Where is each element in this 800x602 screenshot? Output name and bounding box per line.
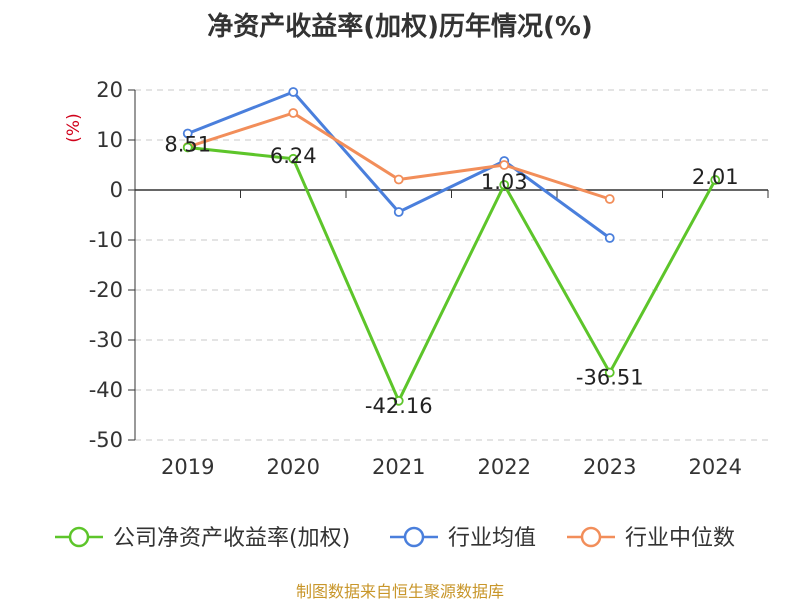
- y-tick-label: 0: [110, 178, 123, 202]
- x-tick-label: 2024: [689, 455, 742, 479]
- data-point: [288, 87, 299, 97]
- series-line: [187, 145, 717, 403]
- x-tick-label: 2022: [478, 455, 531, 479]
- data-point: [288, 153, 299, 164]
- legend-label: 公司净资产收益率(加权): [113, 526, 350, 551]
- x-tick-label: 2021: [372, 455, 425, 479]
- data-point: [604, 367, 615, 378]
- x-tick-label: 2019: [161, 455, 214, 479]
- axes: 20 10 0 -10 -20 -30 -40 -50 (%) 2019 2020 2021 2022 2…: [64, 78, 769, 479]
- data-point: [182, 142, 193, 153]
- legend-label: 行业中位数: [625, 526, 735, 551]
- chart-title: 净资产收益率(加权)历年情况(%): [207, 12, 593, 42]
- data-point: [182, 128, 193, 139]
- series-lines: [182, 87, 721, 406]
- legend-marker: [403, 526, 425, 548]
- data-point: [393, 207, 404, 217]
- data-point: [288, 108, 299, 118]
- data-point: [499, 179, 510, 190]
- data-point: [393, 395, 404, 406]
- data-label: 8.51: [164, 132, 211, 156]
- y-tick-label: -50: [89, 428, 123, 452]
- data-point: [499, 160, 510, 170]
- data-point: [604, 194, 615, 204]
- x-tick-label: 2020: [267, 455, 320, 479]
- data-label: 2.01: [692, 165, 739, 189]
- y-tick-label: -40: [89, 378, 123, 402]
- legend-marker: [580, 526, 602, 548]
- data-label: -36.51: [576, 366, 644, 390]
- y-tick-label: -10: [89, 228, 123, 252]
- legend: 公司净资产收益率(加权) 行业均值 行业中位数: [55, 526, 735, 551]
- y-axis-label: (%): [64, 113, 84, 142]
- data-point: [393, 174, 404, 185]
- y-tick-label: 10: [96, 128, 123, 152]
- data-point: [604, 233, 615, 243]
- data-label: 1.03: [481, 170, 528, 194]
- data-label: 6.24: [270, 144, 317, 168]
- data-point: [710, 175, 721, 185]
- data-labels: 8.51 6.24 -42.16 1.03 -36.51 2.01: [164, 132, 738, 417]
- grid-lines: [135, 89, 768, 441]
- y-tick-label: 20: [96, 78, 123, 102]
- legend-marker: [68, 526, 90, 548]
- y-tick-label: -30: [89, 328, 123, 352]
- series-line: [187, 111, 611, 201]
- y-tick-label: -20: [89, 278, 123, 302]
- data-label: -42.16: [365, 394, 433, 418]
- x-tick-label: 2023: [583, 455, 636, 479]
- source-note: 制图数据来自恒生聚源数据库: [295, 582, 504, 601]
- legend-label: 行业均值: [448, 526, 536, 551]
